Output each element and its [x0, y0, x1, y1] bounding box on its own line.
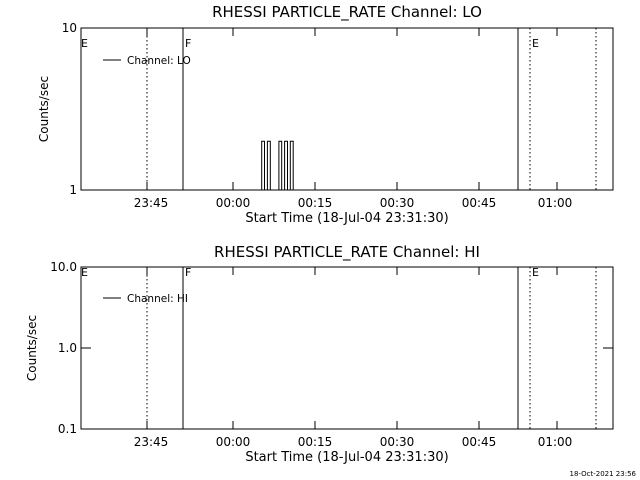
panel-lo-xtick-label: 01:00 — [538, 196, 573, 210]
panel-hi-xlabel: Start Time (18-Jul-04 23:31:30) — [245, 450, 448, 465]
panel-hi-marker-label-e: E — [532, 266, 539, 279]
panel-hi-xtick-label: 00:45 — [462, 435, 497, 449]
panel-hi-xtick-label: 00:00 — [216, 435, 251, 449]
panel-hi-ytick-label-10: 10.0 — [50, 260, 77, 274]
panel-hi-marker-label-f: F — [185, 266, 191, 279]
panel-lo-xtick-label: 00:45 — [462, 196, 497, 210]
panel-lo-marker-label-edge: E — [81, 37, 88, 50]
panel-lo-xlabel: Start Time (18-Jul-04 23:31:30) — [245, 211, 448, 226]
panel-hi-xticks — [146, 267, 558, 429]
panel-lo-series-line — [254, 140, 297, 191]
panel-lo-legend-label: Channel: LO — [127, 55, 191, 67]
panel-lo-title: RHESSI PARTICLE_RATE Channel: LO — [212, 3, 482, 22]
panel-lo-xtick-label: 00:15 — [298, 196, 333, 210]
panel-lo-xtick-label: 00:30 — [380, 196, 415, 210]
panel-lo-ylabel: Counts/sec — [37, 76, 51, 142]
panel-hi-xtick-label: 00:30 — [380, 435, 415, 449]
panel-lo-xticks — [146, 28, 558, 190]
panel-lo-marker-label-f: F — [185, 37, 191, 50]
panel-hi-xtick-label: 23:45 — [134, 435, 169, 449]
panel-lo-ytick-label-1: 1 — [69, 183, 77, 197]
panel-lo-xtick-label: 00:00 — [216, 196, 251, 210]
panel-lo-xtick-labels: 23:45 00:00 00:15 00:30 00:45 01:00 — [134, 196, 573, 210]
panel-hi: RHESSI PARTICLE_RATE Channel: HI 10.0 1.… — [25, 243, 614, 465]
footer-timestamp: 18-Oct-2021 23:56 — [570, 470, 637, 478]
panel-hi-xtick-labels: 23:45 00:00 00:15 00:30 00:45 01:00 — [134, 435, 573, 449]
panel-lo-plot-frame — [80, 27, 614, 191]
panel-hi-plot-frame — [80, 266, 614, 430]
panel-hi-xtick-label: 01:00 — [538, 435, 573, 449]
panel-lo-ytick-label-10: 10 — [62, 21, 77, 35]
panel-hi-ylabel: Counts/sec — [25, 315, 39, 381]
panel-hi-ytick-label-0.1: 0.1 — [58, 422, 77, 436]
panel-lo-xtick-label: 23:45 — [134, 196, 169, 210]
panel-hi-legend-label: Channel: HI — [127, 293, 188, 305]
panel-lo: RHESSI PARTICLE_RATE Channel: LO 1 10 23… — [37, 3, 614, 226]
panel-hi-marker-label-edge: E — [81, 266, 88, 279]
panel-hi-xtick-label: 00:15 — [298, 435, 333, 449]
panel-lo-marker-label-e: E — [532, 37, 539, 50]
panel-hi-ytick-label-1: 1.0 — [58, 341, 77, 355]
panel-hi-title: RHESSI PARTICLE_RATE Channel: HI — [214, 243, 480, 262]
